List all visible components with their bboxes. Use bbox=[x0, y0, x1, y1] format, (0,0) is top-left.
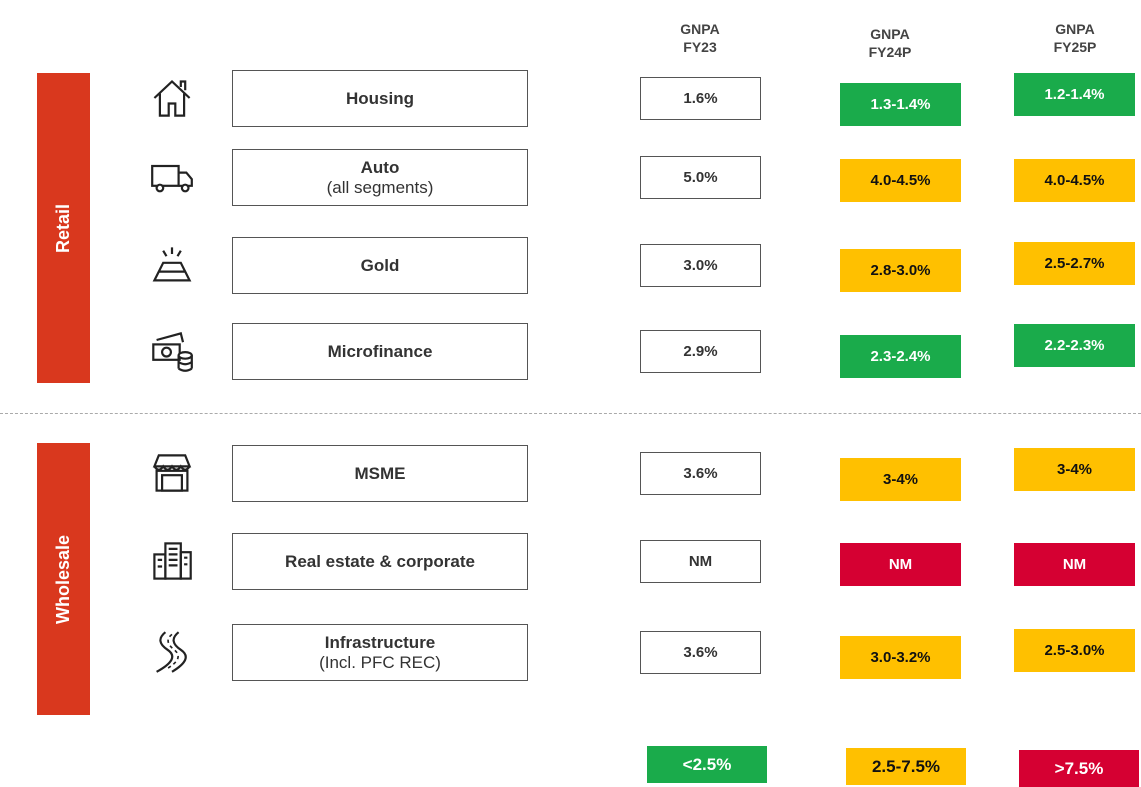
gnpa-cell: 2.8-3.0% bbox=[840, 249, 961, 292]
icon-building bbox=[153, 542, 192, 580]
divider bbox=[0, 413, 1141, 414]
header-line: FY23 bbox=[683, 39, 717, 55]
icon-house bbox=[153, 79, 191, 117]
icon-truck bbox=[151, 164, 193, 193]
row-label-box: Real estate & corporate bbox=[232, 533, 528, 590]
gnpa-cell: 1.6% bbox=[640, 77, 761, 120]
gnpa-cell: 3.6% bbox=[640, 631, 761, 674]
row-label: Auto bbox=[360, 157, 400, 177]
header-line: GNPA bbox=[1055, 21, 1095, 37]
row-icon bbox=[150, 155, 194, 199]
group-bar: Wholesale bbox=[37, 443, 90, 715]
column-header: GNPA FY24P bbox=[830, 25, 950, 61]
gnpa-cell: 2.3-2.4% bbox=[840, 335, 961, 378]
icon-gold bbox=[152, 247, 192, 282]
gnpa-cell: NM bbox=[840, 543, 961, 586]
row-icon bbox=[150, 243, 194, 287]
row-label-box: MSME bbox=[232, 445, 528, 502]
gnpa-cell: 3-4% bbox=[1014, 448, 1135, 491]
header-line: FY24P bbox=[868, 44, 912, 60]
gnpa-cell: 1.2-1.4% bbox=[1014, 73, 1135, 116]
column-header: GNPA FY23 bbox=[640, 20, 760, 56]
row-label-box: Housing bbox=[232, 70, 528, 127]
row-label: Gold bbox=[360, 255, 400, 275]
gnpa-cell: 3-4% bbox=[840, 458, 961, 501]
gnpa-cell: 2.9% bbox=[640, 330, 761, 373]
row-icon bbox=[150, 76, 194, 120]
gnpa-cell: 5.0% bbox=[640, 156, 761, 199]
gnpa-cell: NM bbox=[640, 540, 761, 583]
legend-item: 2.5-7.5% bbox=[846, 748, 966, 785]
row-icon bbox=[150, 630, 194, 674]
icon-money bbox=[152, 332, 193, 372]
gnpa-cell: 4.0-4.5% bbox=[1014, 159, 1135, 202]
group-name: Wholesale bbox=[53, 534, 73, 624]
gnpa-cell: 4.0-4.5% bbox=[840, 159, 961, 202]
header-line: GNPA bbox=[680, 21, 720, 37]
gnpa-cell: NM bbox=[1014, 543, 1135, 586]
header-line: FY25P bbox=[1053, 39, 1097, 55]
gnpa-cell: 2.5-2.7% bbox=[1014, 242, 1135, 285]
row-sublabel: (Incl. PFC REC) bbox=[319, 652, 441, 672]
row-icon bbox=[150, 539, 194, 583]
row-sublabel: (all segments) bbox=[326, 177, 434, 197]
gnpa-cell: 2.2-2.3% bbox=[1014, 324, 1135, 367]
legend-item: >7.5% bbox=[1019, 750, 1139, 787]
row-label-box: Gold bbox=[232, 237, 528, 294]
group-name: Retail bbox=[53, 203, 73, 253]
gnpa-cell: 1.3-1.4% bbox=[840, 83, 961, 126]
row-label-box: Microfinance bbox=[232, 323, 528, 380]
row-icon bbox=[150, 451, 194, 495]
group-bar: Retail bbox=[37, 73, 90, 383]
row-label: MSME bbox=[354, 463, 406, 483]
row-label-box: Auto (all segments) bbox=[232, 149, 528, 206]
gnpa-cell: 3.0% bbox=[640, 244, 761, 287]
row-label: Microfinance bbox=[327, 341, 433, 361]
gnpa-cell: 3.0-3.2% bbox=[840, 636, 961, 679]
legend-item: <2.5% bbox=[647, 746, 767, 783]
row-icon bbox=[150, 329, 194, 373]
row-label: Real estate & corporate bbox=[285, 551, 475, 571]
icon-shop bbox=[152, 454, 192, 492]
header-line: GNPA bbox=[870, 26, 910, 42]
row-label: Infrastructure bbox=[324, 632, 436, 652]
row-label: Housing bbox=[346, 88, 414, 108]
gnpa-cell: 2.5-3.0% bbox=[1014, 629, 1135, 672]
gnpa-cell: 3.6% bbox=[640, 452, 761, 495]
icon-road bbox=[156, 631, 187, 673]
column-header: GNPA FY25P bbox=[1015, 20, 1135, 56]
row-label-box: Infrastructure (Incl. PFC REC) bbox=[232, 624, 528, 681]
